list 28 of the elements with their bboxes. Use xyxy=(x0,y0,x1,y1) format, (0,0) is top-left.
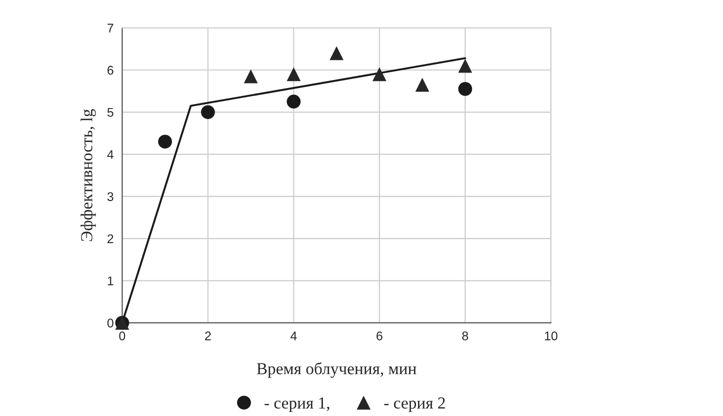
legend-label: - серия 2 xyxy=(384,397,445,412)
y-tick-label: 2 xyxy=(108,234,114,244)
point xyxy=(458,58,472,73)
point xyxy=(244,69,258,84)
y-tick-label: 4 xyxy=(107,150,114,159)
x-tick-label: 6 xyxy=(376,331,382,340)
point xyxy=(286,94,301,109)
y-tick-label: 5 xyxy=(107,108,114,117)
y-tick-label: 0 xyxy=(107,318,114,328)
x-tick-label: 8 xyxy=(462,331,468,340)
point xyxy=(458,82,472,96)
point xyxy=(200,105,215,120)
point xyxy=(158,134,172,149)
y-tick-label: 1 xyxy=(108,276,114,286)
legend-label: - серия 1, xyxy=(264,397,330,412)
point xyxy=(372,67,386,82)
point xyxy=(415,78,430,92)
y-tick-label: 7 xyxy=(108,24,114,32)
x-tick-label: 0 xyxy=(119,331,126,340)
x-axis-title: Время облучения, мин xyxy=(256,362,416,378)
y-tick-label: 6 xyxy=(108,66,114,75)
x-tick-label: 10 xyxy=(544,331,558,340)
y-tick-label: 3 xyxy=(107,192,114,202)
point xyxy=(330,46,344,60)
x-tick-label: 4 xyxy=(290,332,297,340)
x-tick-label: 2 xyxy=(205,331,211,340)
point xyxy=(286,67,301,82)
y-axis-title: Эффективность, lg xyxy=(80,109,96,241)
